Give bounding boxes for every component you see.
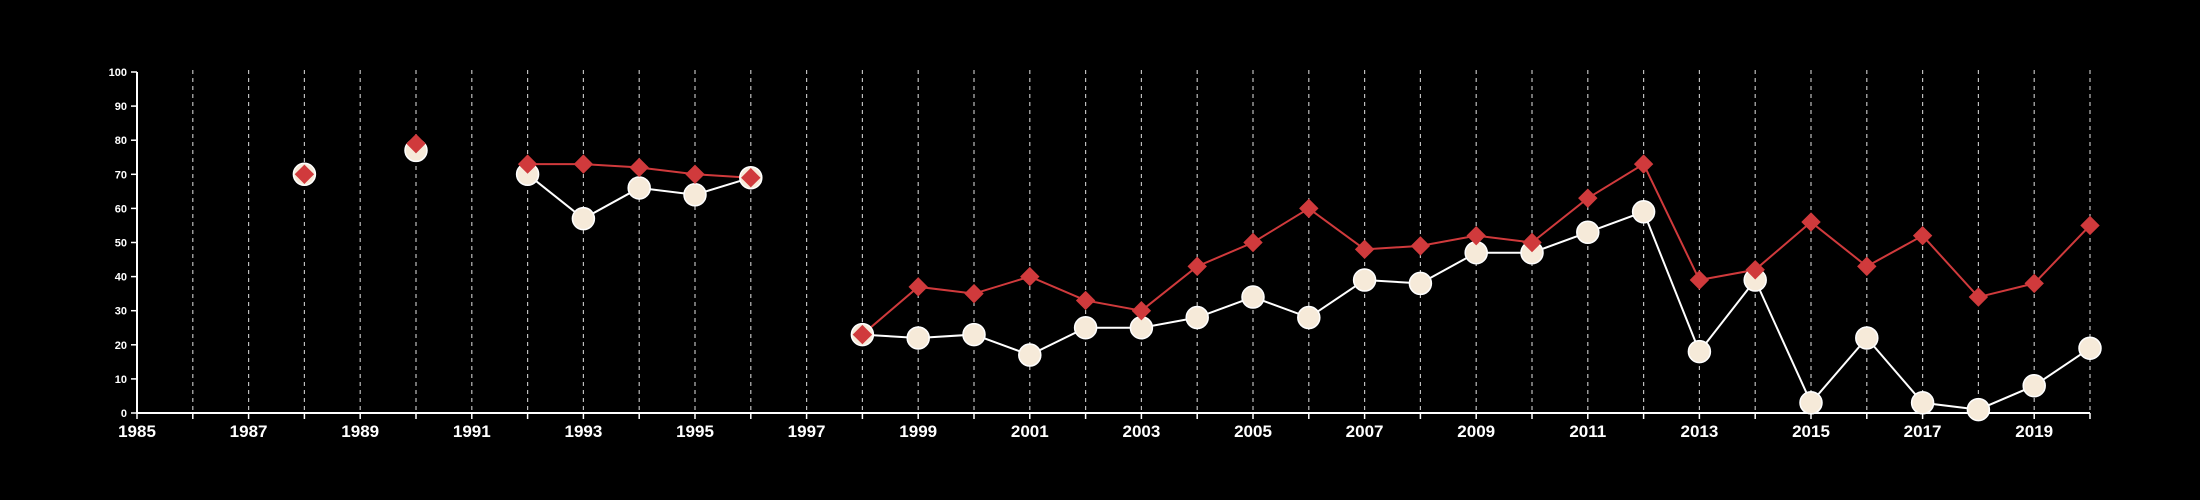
y-tick-label: 50	[115, 238, 127, 250]
data-point-diamond	[1633, 154, 1654, 174]
y-tick-label: 40	[115, 272, 127, 284]
data-point-diamond	[852, 324, 873, 345]
x-tick-label: 2019	[2015, 422, 2053, 441]
x-tick-label: 1985	[118, 422, 156, 441]
x-tick-label: 1997	[788, 422, 826, 441]
data-point-circle	[1297, 305, 1321, 330]
data-point-circle	[1799, 391, 1823, 415]
data-point-circle	[1855, 326, 1879, 350]
data-point-diamond	[1466, 225, 1486, 246]
data-point-circle	[1073, 316, 1098, 340]
x-tick-label: 2009	[1457, 422, 1495, 441]
data-point-diamond	[1075, 290, 1096, 311]
data-point-diamond	[1522, 232, 1542, 253]
data-point-diamond	[1354, 239, 1375, 260]
x-tick-label: 2017	[1904, 422, 1942, 441]
data-point-diamond	[573, 154, 594, 174]
data-point-diamond	[741, 168, 761, 188]
vertical-gridlines	[192, 70, 2091, 413]
series-2-points	[292, 138, 2102, 422]
x-tick-label: 2013	[1680, 422, 1718, 441]
data-point-diamond	[1912, 225, 1933, 246]
y-tick-label: 80	[115, 135, 127, 147]
data-point-diamond	[1801, 212, 1821, 232]
data-point-diamond	[1578, 188, 1598, 208]
data-point-diamond	[1410, 236, 1431, 256]
data-point-circle	[1018, 343, 1042, 367]
data-point-circle	[1966, 397, 1991, 422]
data-point-diamond	[1745, 260, 1765, 280]
data-point-circle	[571, 206, 596, 231]
x-tick-label: 2015	[1792, 422, 1830, 441]
data-point-diamond	[2024, 273, 2044, 294]
data-point-circle	[2022, 373, 2046, 398]
data-point-circle	[1910, 391, 1935, 415]
y-tick-label: 10	[115, 374, 127, 386]
data-point-diamond	[1243, 232, 1263, 253]
data-point-circle	[1687, 339, 1712, 364]
y-tick-label: 0	[121, 408, 127, 420]
y-tick-label: 20	[115, 340, 127, 352]
x-tick-label: 1995	[676, 422, 714, 441]
y-tick-label: 90	[115, 101, 127, 113]
x-tick-label: 2005	[1234, 422, 1272, 441]
y-tick-label: 30	[115, 306, 127, 318]
x-tick-label: 1987	[230, 422, 268, 441]
series-1-points	[294, 133, 2100, 345]
data-point-diamond	[1857, 256, 1877, 277]
x-tick-label: 1993	[564, 422, 602, 441]
data-point-diamond	[964, 283, 984, 304]
data-point-circle	[1408, 271, 1433, 296]
data-point-circle	[627, 176, 651, 200]
axes	[136, 72, 2090, 414]
data-point-diamond	[1299, 198, 1319, 219]
data-point-diamond	[517, 154, 538, 174]
data-point-diamond	[908, 277, 928, 297]
data-point-diamond	[2080, 215, 2100, 236]
data-point-circle	[683, 183, 707, 207]
data-point-diamond	[685, 164, 705, 185]
data-point-diamond	[1131, 300, 1152, 321]
x-tick-label: 2007	[1346, 422, 1384, 441]
data-point-diamond	[1187, 256, 1207, 277]
x-tick-label: 1989	[341, 422, 379, 441]
data-point-circle	[1185, 305, 1209, 330]
y-tick-label: 70	[115, 169, 127, 181]
data-point-circle	[1631, 200, 1656, 224]
data-point-diamond	[1968, 287, 1989, 307]
data-point-circle	[2078, 336, 2102, 360]
data-point-diamond	[629, 157, 649, 178]
data-point-circle	[1352, 268, 1377, 292]
x-tick-label: 2011	[1569, 422, 1606, 441]
data-point-circle	[962, 322, 986, 347]
x-tick-label: 2003	[1122, 422, 1160, 441]
data-point-circle	[1576, 220, 1600, 245]
series	[292, 133, 2102, 422]
y-tick-label: 60	[115, 203, 127, 215]
x-tick-label: 2001	[1011, 422, 1049, 441]
x-tick-label: 1999	[899, 422, 937, 441]
x-axis-ticks: 1985 1987 1989 1991 1993 1995 1997 1999 2001 2003…	[118, 413, 2091, 441]
y-tick-label: 100	[109, 67, 127, 79]
data-point-circle	[1241, 285, 1265, 309]
data-point-diamond	[1020, 266, 1040, 287]
x-tick-label: 1991	[453, 422, 491, 441]
data-point-circle	[906, 326, 930, 350]
data-point-diamond	[1689, 270, 1710, 290]
y-axis-ticks: 0 10 20 30 40 50 60 70 80 90 100	[109, 67, 137, 420]
data-point-diamond	[294, 164, 315, 185]
data-point-diamond	[406, 133, 426, 154]
